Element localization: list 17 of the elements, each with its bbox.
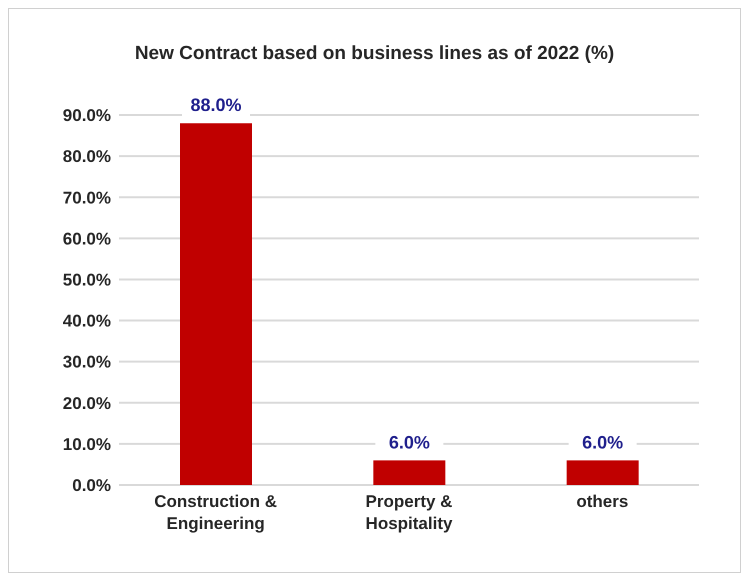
y-tick-label: 0.0% [72, 476, 111, 496]
y-tick-label: 20.0% [62, 394, 111, 413]
y-tick-label: 40.0% [62, 312, 111, 331]
y-tick-label: 10.0% [62, 434, 111, 454]
chart-title: New Contract based on business lines as of 2022 (%) [134, 43, 616, 65]
y-tick-label: 60.0% [62, 229, 111, 248]
data-label: 6.0% [582, 432, 624, 452]
x-tick-label: Property & Hospitality [366, 492, 453, 533]
x-tick-label: Construction & Engineering [154, 492, 278, 533]
x-tick-label: others [576, 492, 628, 511]
y-tick-label: 30.0% [62, 352, 111, 372]
y-tick-label: 80.0% [62, 147, 111, 166]
y-tick-label: 90.0% [62, 106, 111, 126]
y-tick-label: 70.0% [62, 188, 111, 208]
y-tick-label: 50.0% [62, 270, 111, 290]
data-label: 88.0% [190, 95, 242, 116]
data-label: 6.0% [388, 432, 430, 452]
